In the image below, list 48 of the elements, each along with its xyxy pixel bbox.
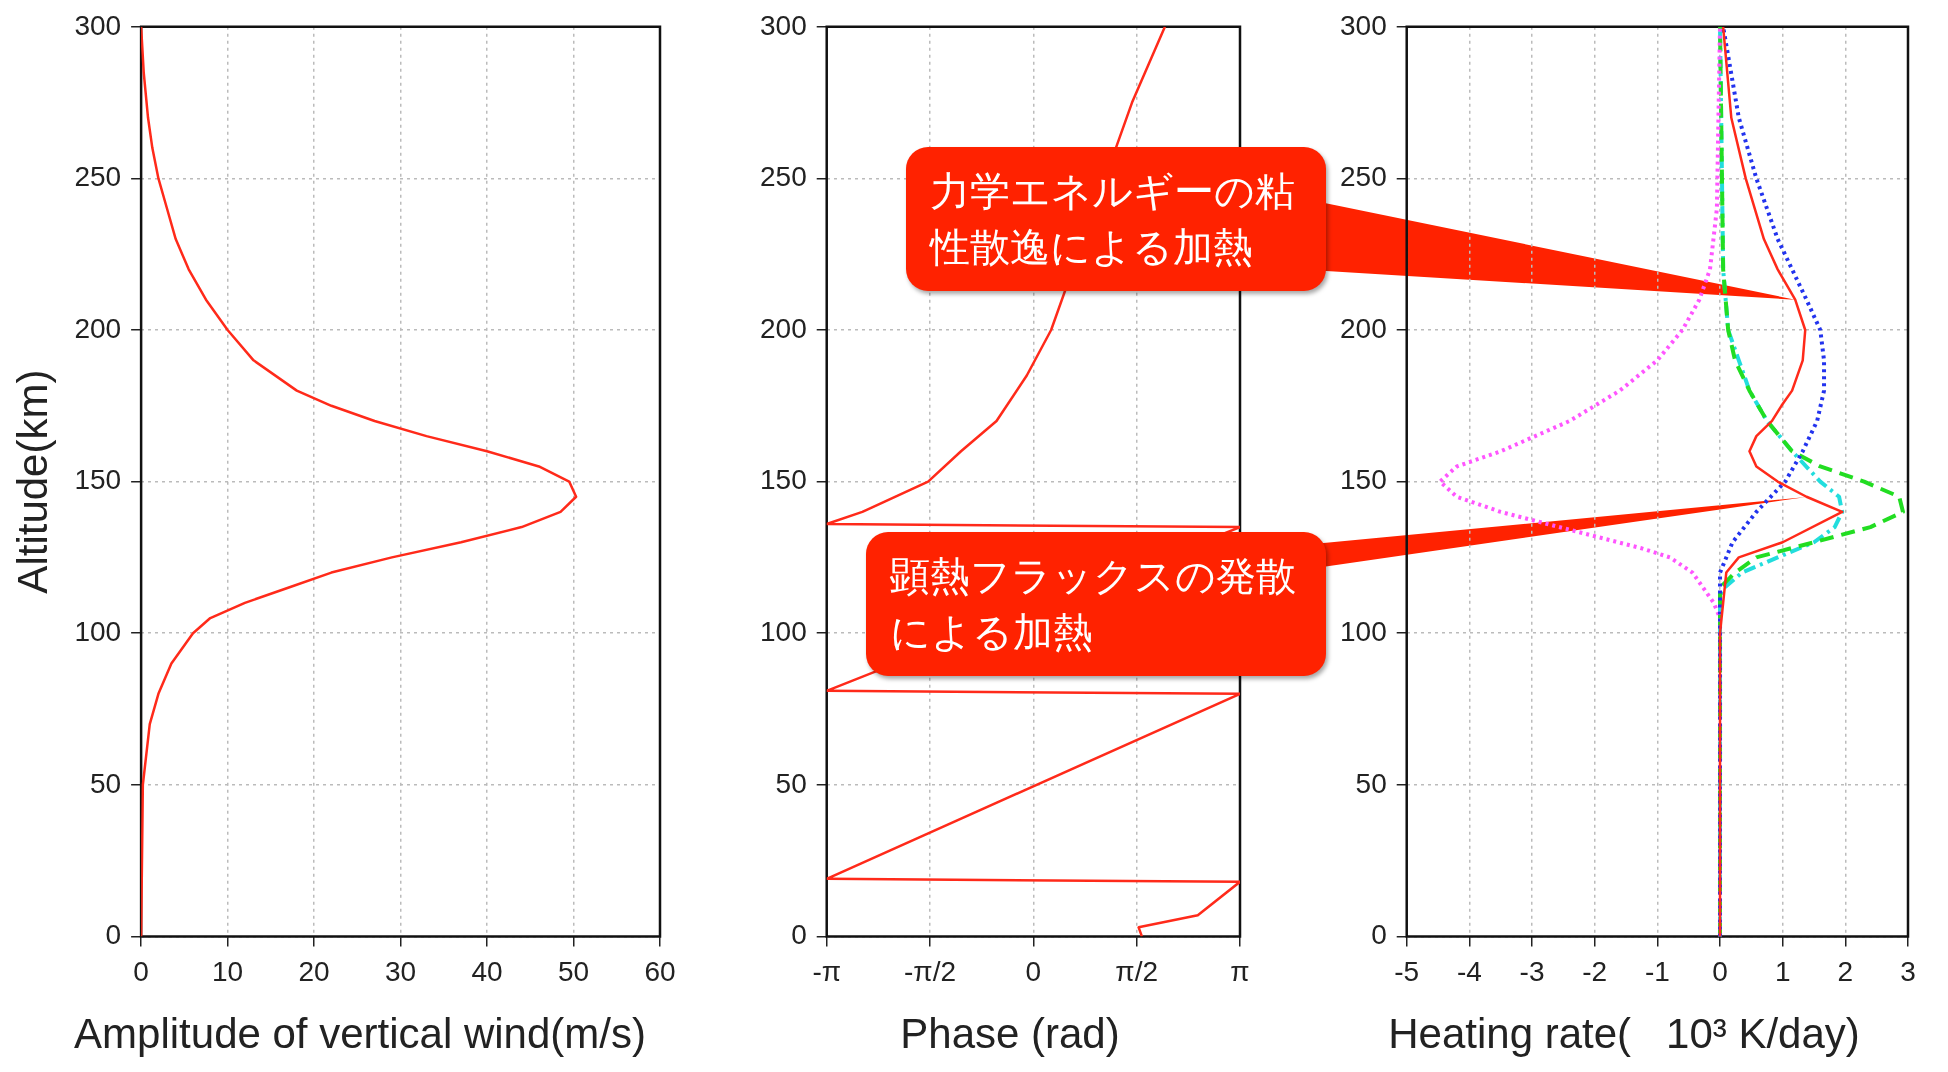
y-tick-label: 250 (74, 161, 122, 193)
x-tick-label: 1 (1774, 955, 1791, 987)
x-tick-label: π (1230, 955, 1250, 987)
x-tick-label: -5 (1394, 955, 1420, 987)
x-tick-label: 2 (1837, 955, 1854, 987)
x-tick-label: 0 (1712, 955, 1728, 987)
x-tick-label: -2 (1582, 955, 1608, 987)
y-tick-label: 0 (1371, 919, 1387, 951)
y-tick-label: 300 (760, 9, 807, 41)
x-tick-label: 0 (133, 955, 149, 987)
x-tick-label: -4 (1456, 955, 1482, 987)
y-tick-label: 150 (760, 464, 807, 496)
x-axis-title: Heating rate( 10³ K/day) (1387, 1010, 1861, 1058)
y-tick-label: 150 (74, 464, 122, 496)
x-tick-label: 30 (384, 955, 417, 987)
y-tick-label: 100 (74, 615, 122, 647)
y-tick-label: 100 (760, 615, 807, 647)
y-tick-label: 150 (1340, 464, 1387, 496)
x-tick-label: -π/2 (904, 955, 957, 987)
x-tick-label: 3 (1900, 955, 1916, 987)
x-tick-label: 60 (644, 955, 676, 987)
y-tick-label: 250 (760, 161, 807, 193)
x-tick-label: 20 (298, 955, 330, 987)
y-tick-label: 100 (1340, 615, 1387, 647)
y-tick-label: 300 (74, 9, 122, 41)
y-tick-label: 200 (760, 312, 807, 344)
annotation: 力学エネルギーの粘性散逸による加熱 (906, 147, 1326, 291)
x-tick-label: 50 (557, 955, 590, 987)
x-tick-label: 10 (212, 955, 244, 987)
y-tick-label: 200 (74, 312, 122, 344)
y-tick-label: 300 (1340, 9, 1387, 41)
y-tick-label: 50 (775, 767, 807, 799)
x-axis-title: Phase (rad) (899, 1010, 1121, 1058)
x-tick-label: -1 (1644, 955, 1670, 987)
x-tick-label: 0 (1025, 955, 1042, 987)
y-tick-label: 250 (1340, 161, 1387, 193)
y-tick-label: 50 (89, 767, 122, 799)
x-tick-label: -3 (1519, 955, 1545, 987)
y-tick-label: 0 (791, 919, 807, 951)
x-tick-label: π/2 (1115, 955, 1159, 987)
x-tick-label: -π (812, 955, 842, 987)
y-tick-label: 0 (105, 919, 122, 951)
y-tick-label: 50 (1355, 767, 1387, 799)
x-axis-title: Amplitude of vertical wind(m/s) (73, 1010, 647, 1058)
y-axis-title: Altitude(km) (8, 369, 56, 594)
x-tick-label: 40 (471, 955, 503, 987)
annotation: 顕熱フラックスの発散による加熱 (866, 532, 1326, 676)
y-tick-label: 200 (1340, 312, 1387, 344)
